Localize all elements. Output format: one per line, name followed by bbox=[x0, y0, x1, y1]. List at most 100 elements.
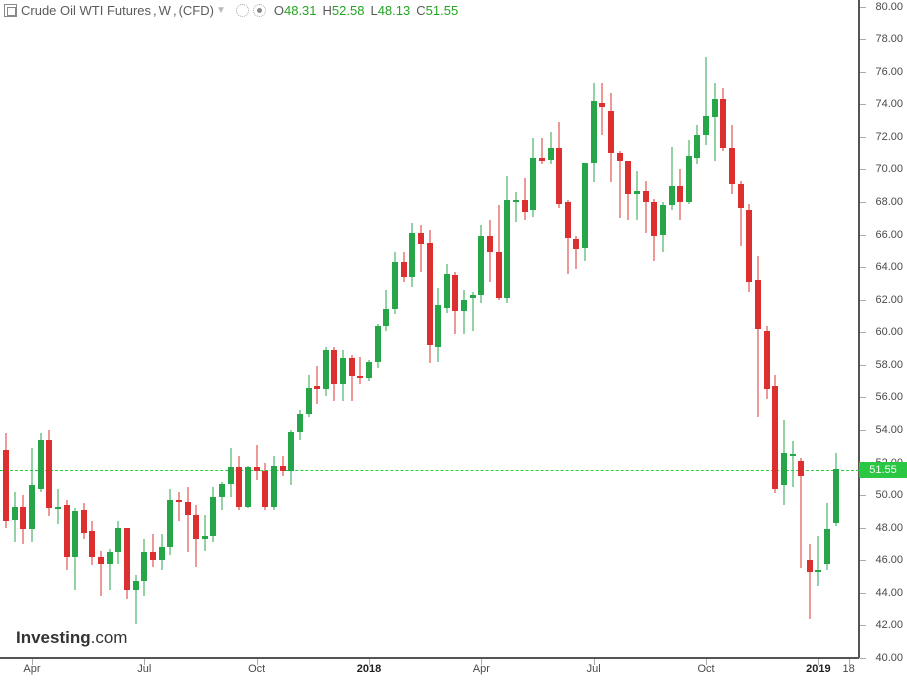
candle[interactable] bbox=[418, 225, 424, 272]
candle[interactable] bbox=[703, 57, 709, 145]
candle[interactable] bbox=[193, 505, 199, 567]
candle[interactable] bbox=[764, 326, 770, 399]
candle[interactable] bbox=[81, 503, 87, 539]
candle[interactable] bbox=[392, 252, 398, 314]
candle[interactable] bbox=[29, 448, 35, 542]
candle[interactable] bbox=[669, 147, 675, 211]
candle[interactable] bbox=[210, 487, 216, 542]
candle[interactable] bbox=[772, 375, 778, 494]
candle[interactable] bbox=[236, 456, 242, 510]
candle[interactable] bbox=[530, 138, 536, 216]
candle[interactable] bbox=[150, 534, 156, 567]
candle[interactable] bbox=[219, 482, 225, 510]
candle[interactable] bbox=[720, 88, 726, 152]
candle[interactable] bbox=[435, 288, 441, 361]
y-axis[interactable]: 80.0078.0076.0074.0072.0070.0068.0066.00… bbox=[859, 0, 907, 658]
candle[interactable] bbox=[608, 93, 614, 183]
candle[interactable] bbox=[141, 539, 147, 596]
candle[interactable] bbox=[159, 534, 165, 570]
candle[interactable] bbox=[729, 125, 735, 193]
candle[interactable] bbox=[3, 433, 9, 527]
candle[interactable] bbox=[712, 83, 718, 161]
candle[interactable] bbox=[798, 458, 804, 569]
candle[interactable] bbox=[781, 420, 787, 505]
candle[interactable] bbox=[20, 495, 26, 544]
candle[interactable] bbox=[496, 205, 502, 299]
candle[interactable] bbox=[522, 178, 528, 220]
candle[interactable] bbox=[694, 125, 700, 164]
candle[interactable] bbox=[314, 366, 320, 403]
candle[interactable] bbox=[409, 223, 415, 287]
candle[interactable] bbox=[254, 445, 260, 481]
candle[interactable] bbox=[738, 181, 744, 246]
candle[interactable] bbox=[591, 83, 597, 182]
candle[interactable] bbox=[375, 324, 381, 368]
candle[interactable] bbox=[228, 448, 234, 497]
candle[interactable] bbox=[262, 463, 268, 510]
candle[interactable] bbox=[790, 441, 796, 487]
candle[interactable] bbox=[746, 204, 752, 292]
candle[interactable] bbox=[444, 264, 450, 313]
candle[interactable] bbox=[625, 161, 631, 220]
candle[interactable] bbox=[107, 549, 113, 590]
visibility-icon[interactable] bbox=[236, 4, 249, 17]
candle[interactable] bbox=[288, 430, 294, 485]
candle[interactable] bbox=[548, 132, 554, 165]
candle[interactable] bbox=[755, 256, 761, 417]
candle[interactable] bbox=[64, 500, 70, 570]
candle[interactable] bbox=[245, 466, 251, 508]
candle[interactable] bbox=[12, 492, 18, 542]
candle[interactable] bbox=[167, 489, 173, 556]
candle[interactable] bbox=[582, 163, 588, 261]
candle[interactable] bbox=[297, 410, 303, 439]
symbol-name[interactable]: Crude Oil WTI Futures bbox=[21, 3, 151, 18]
candle[interactable] bbox=[833, 453, 839, 526]
candle[interactable] bbox=[556, 122, 562, 208]
compare-icon[interactable] bbox=[4, 4, 17, 17]
candle[interactable] bbox=[487, 220, 493, 282]
candle[interactable] bbox=[124, 528, 130, 600]
candle[interactable] bbox=[643, 181, 649, 233]
candle[interactable] bbox=[634, 171, 640, 220]
candle[interactable] bbox=[306, 375, 312, 417]
candle[interactable] bbox=[38, 433, 44, 492]
candle[interactable] bbox=[202, 515, 208, 551]
candle[interactable] bbox=[660, 202, 666, 252]
candle[interactable] bbox=[176, 492, 182, 521]
candle[interactable] bbox=[565, 200, 571, 273]
candle[interactable] bbox=[599, 83, 605, 135]
candle[interactable] bbox=[89, 521, 95, 565]
candle[interactable] bbox=[478, 225, 484, 303]
candle[interactable] bbox=[470, 292, 476, 331]
chevron-down-icon[interactable]: ▼ bbox=[216, 5, 226, 16]
candle[interactable] bbox=[573, 236, 579, 269]
candle[interactable] bbox=[349, 355, 355, 401]
candle[interactable] bbox=[651, 199, 657, 261]
candle[interactable] bbox=[357, 357, 363, 385]
candle[interactable] bbox=[461, 290, 467, 334]
x-axis[interactable]: AprJulOct2018AprJulOct201918 bbox=[0, 658, 859, 681]
candle[interactable] bbox=[115, 521, 121, 563]
candle[interactable] bbox=[815, 536, 821, 586]
candle[interactable] bbox=[72, 508, 78, 589]
candle[interactable] bbox=[824, 503, 830, 570]
candle[interactable] bbox=[98, 551, 104, 597]
candle[interactable] bbox=[383, 290, 389, 331]
candle[interactable] bbox=[340, 350, 346, 400]
candle[interactable] bbox=[280, 456, 286, 476]
candle[interactable] bbox=[452, 272, 458, 334]
candle[interactable] bbox=[686, 140, 692, 204]
candle[interactable] bbox=[513, 192, 519, 221]
candle[interactable] bbox=[323, 347, 329, 396]
candle[interactable] bbox=[271, 456, 277, 510]
candle[interactable] bbox=[366, 360, 372, 381]
settings-dot-icon[interactable] bbox=[253, 4, 266, 17]
candle[interactable] bbox=[55, 489, 61, 525]
candle[interactable] bbox=[427, 230, 433, 364]
candle[interactable] bbox=[807, 544, 813, 619]
candle[interactable] bbox=[46, 430, 52, 516]
candle[interactable] bbox=[617, 151, 623, 218]
candle[interactable] bbox=[504, 176, 510, 303]
interval-label[interactable]: W bbox=[159, 3, 171, 18]
candle[interactable] bbox=[133, 575, 139, 624]
